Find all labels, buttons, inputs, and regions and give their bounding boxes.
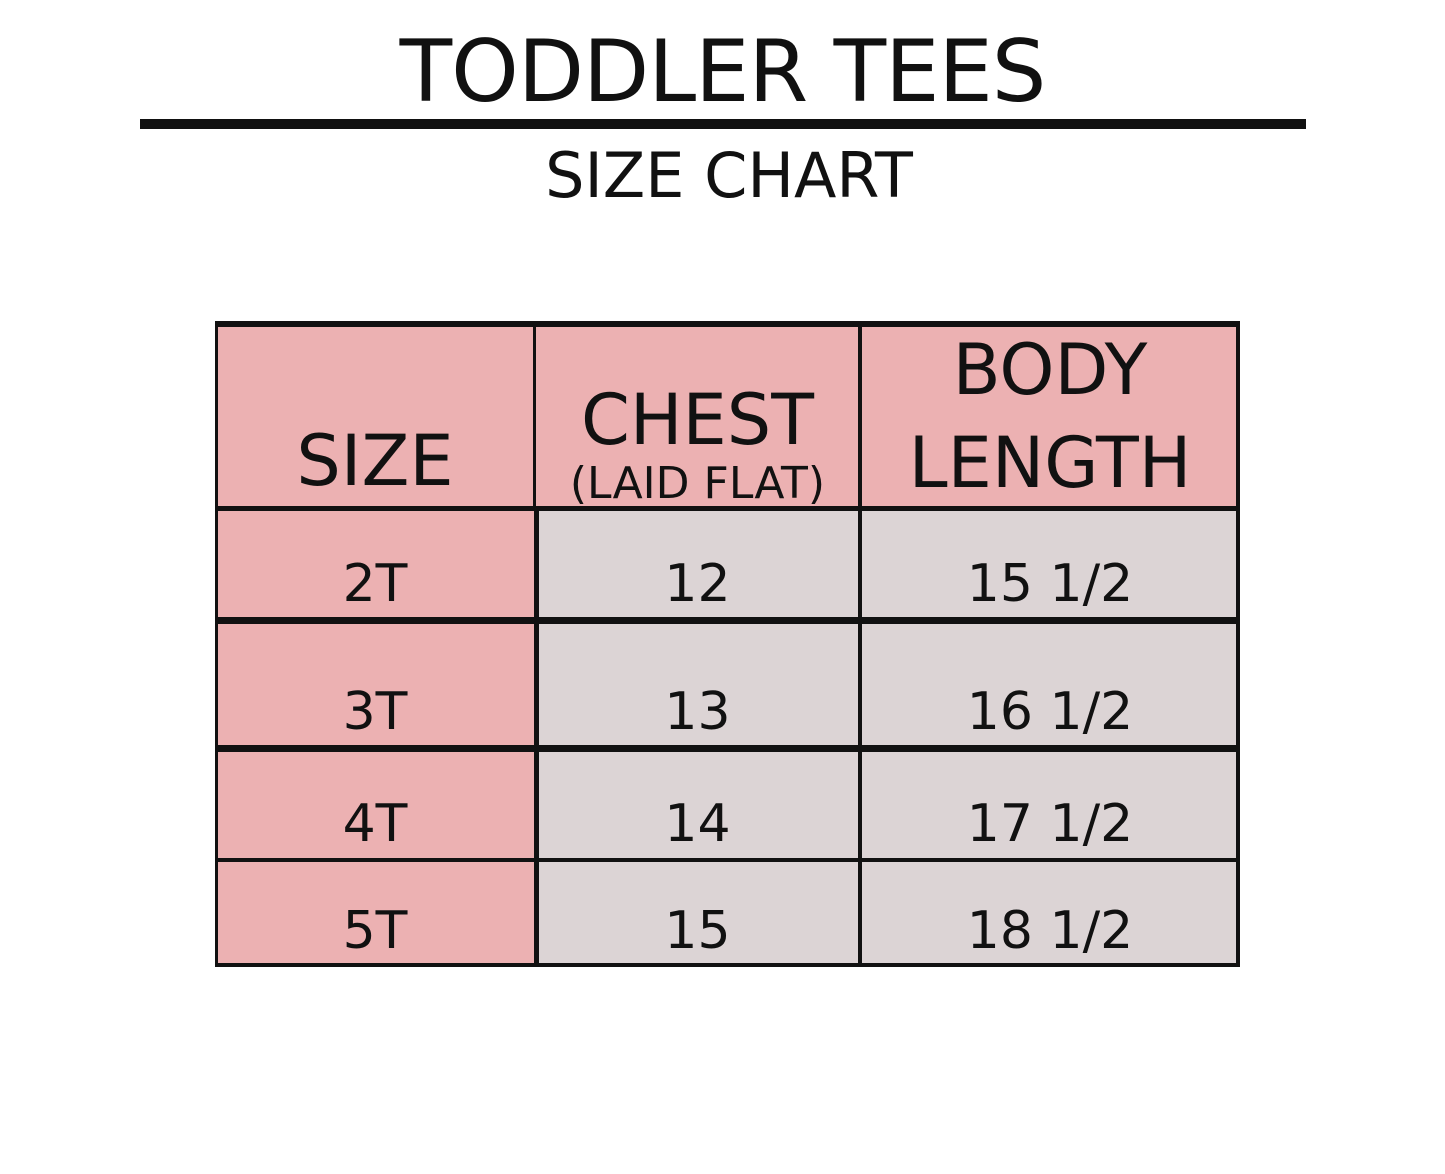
table-row-size: 5T [215,860,535,967]
table-row-size: 2T [215,508,535,620]
table-row-body-length: 17 1/2 [860,748,1240,860]
border-row [215,617,1240,624]
table-row-chest: 14 [535,748,860,860]
header-body-length: BODY LENGTH [860,321,1240,508]
cell-body-length: 17 1/2 [966,794,1134,854]
page-title: TODDLER TEES [399,22,1047,122]
table-row-size: 3T [215,620,535,748]
table-row-size: 4T [215,748,535,860]
cell-body-length: 15 1/2 [966,554,1134,614]
page-subtitle: SIZE CHART [545,139,913,212]
table-row-body-length: 16 1/2 [860,620,1240,748]
header-chest: CHEST (LAID FLAT) [535,321,860,508]
border-col1 [534,508,539,967]
header-chest-note: (LAID FLAT) [569,458,826,509]
border-left [215,321,218,967]
border-bottom [215,963,1240,967]
table-row-body-length: 18 1/2 [860,860,1240,967]
border-top [215,321,1240,327]
table-row-chest: 13 [535,620,860,748]
size-chart-table: SIZE CHEST (LAID FLAT) BODY LENGTH 2T 12… [215,321,1240,967]
table-row-chest: 15 [535,860,860,967]
cell-chest: 15 [664,901,731,961]
cell-body-length: 16 1/2 [966,682,1134,742]
header-body-length-line1: BODY [952,329,1148,411]
table-row-body-length: 15 1/2 [860,508,1240,620]
border-header-bottom [215,506,1240,511]
table-row-chest: 12 [535,508,860,620]
header-size: SIZE [215,321,535,508]
cell-size: 5T [342,901,408,961]
header-body-length-line2: LENGTH [908,422,1192,504]
header-size-label: SIZE [296,420,454,502]
cell-size: 4T [342,794,408,854]
cell-chest: 12 [664,554,731,614]
header-chest-label: CHEST [581,379,814,461]
cell-body-length: 18 1/2 [966,901,1134,961]
cell-chest: 14 [664,794,731,854]
border-col2 [858,321,862,967]
title-divider [140,119,1306,129]
cell-chest: 13 [664,682,731,742]
cell-size: 2T [342,554,408,614]
border-col1 [533,321,536,508]
cell-size: 3T [342,682,408,742]
border-row [215,858,1240,862]
border-right [1236,321,1240,967]
border-row [215,745,1240,752]
